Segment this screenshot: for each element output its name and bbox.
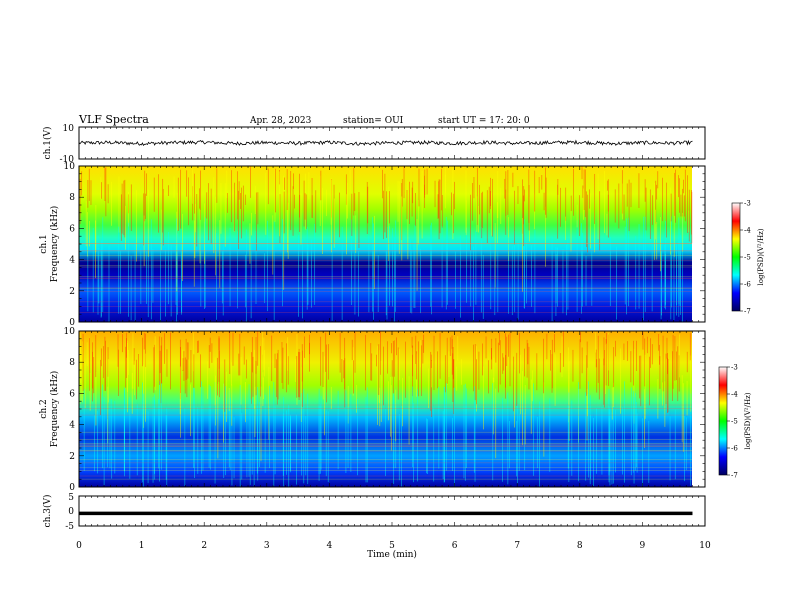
ch1-spectrogram-panel: 0 2 4 6 8 10 ch.1 Frequency (kHz) — [39, 162, 706, 328]
time-tick-label: 6 — [452, 541, 458, 551]
freq-tick-label: 2 — [69, 287, 75, 297]
time-tick-label: 3 — [264, 541, 270, 551]
freq-tick-label: 0 — [69, 483, 75, 493]
ch3-ytick-top: 5 — [68, 493, 74, 503]
header-date: Apr. 28, 2023 — [249, 116, 312, 126]
ch1-spectrogram-ylabel-channel: ch.1 — [39, 234, 49, 253]
ch3-ytick-middle: 0 — [68, 507, 74, 517]
ch2-colorbar-scale — [718, 366, 728, 476]
colorbar-tick-label: -7 — [731, 472, 738, 480]
time-axis-label: Time (min) — [367, 549, 417, 560]
ch1-spectrogram-streaks — [78, 166, 693, 322]
ch2-spectrogram-yticks: 0 2 4 6 8 10 — [64, 327, 705, 493]
freq-tick-label: 4 — [69, 421, 75, 431]
ch3-waveform-ylabel: ch.3(V) — [42, 495, 53, 528]
colorbar-tick-label: -6 — [744, 281, 751, 289]
time-tick-label: 5 — [389, 541, 395, 551]
colorbar-tick-label: -3 — [744, 200, 751, 208]
ch2-colorbar-label: log(PSD)(V²/Hz) — [744, 392, 752, 449]
freq-tick-label: 10 — [64, 162, 76, 172]
colorbar-tick-label: -5 — [744, 254, 751, 262]
waveform-line — [78, 139, 693, 147]
ch2-colorbar: -3 -4 -5 -6 -7 log(PSD)(V²/Hz) — [718, 364, 752, 480]
ch1-spectrogram-yticks: 0 2 4 6 8 10 — [64, 162, 705, 328]
freq-tick-label: 10 — [64, 327, 76, 337]
time-tick-label: 0 — [76, 541, 82, 551]
ch1-waveform-ylabel: ch.1(V) — [42, 127, 53, 160]
ch1-waveform-panel: 10 -10 ch.1(V) — [42, 124, 706, 165]
time-tick-label: 4 — [327, 541, 333, 551]
ch2-spectrogram-ylabel-channel: ch.2 — [39, 399, 49, 418]
freq-tick-label: 2 — [69, 452, 75, 462]
ch1-ytick-bottom: -10 — [60, 155, 75, 165]
freq-tick-label: 8 — [69, 193, 75, 203]
header-start-time: start UT = 17: 20: 0 — [438, 116, 530, 126]
ch1-colorbar: -3 -4 -5 -6 -7 log(PSD)(V²/Hz) — [731, 200, 765, 316]
ch2-spectrogram-panel: 0 2 4 6 8 10 ch.2 Frequency (kHz) — [39, 327, 706, 493]
ch1-colorbar-label: log(PSD)(V²/Hz) — [757, 228, 765, 285]
ch2-spectrogram-ylabel-frequency: Frequency (kHz) — [49, 371, 60, 448]
freq-tick-label: 4 — [69, 256, 75, 266]
time-tick-label: 8 — [577, 541, 583, 551]
colorbar-tick-label: -4 — [744, 227, 751, 235]
colorbar-tick-label: -4 — [731, 391, 738, 399]
freq-tick-label: 8 — [69, 358, 75, 368]
header-station: station= OUI — [343, 116, 404, 126]
freq-tick-label: 6 — [69, 224, 75, 234]
time-tick-label: 10 — [699, 541, 711, 551]
ch1-waveform-trace — [78, 139, 693, 147]
ch3-waveform-frame — [78, 495, 706, 527]
time-tick-label: 7 — [514, 541, 520, 551]
ch1-colorbar-ticks: -3 -4 -5 -6 -7 — [740, 200, 751, 316]
figure-header: VLF Spectra Apr. 28, 2023 station= OUI s… — [78, 113, 530, 126]
ch1-ytick-top: 10 — [63, 124, 75, 134]
colorbar-tick-label: -5 — [731, 418, 738, 426]
colorbar-tick-label: -3 — [731, 364, 738, 372]
freq-tick-label: 0 — [69, 318, 75, 328]
time-tick-label: 2 — [201, 541, 207, 551]
ch2-spectrogram-streaks — [79, 331, 692, 487]
colorbar-tick-label: -7 — [744, 308, 751, 316]
ch3-ytick-bottom: -5 — [65, 522, 74, 532]
figure-title: VLF Spectra — [78, 113, 149, 126]
ch1-colorbar-scale — [731, 202, 741, 312]
ch1-spectrogram-ylabel-frequency: Frequency (kHz) — [49, 206, 60, 283]
time-axis: 0 1 2 3 4 5 6 7 8 9 10 — [76, 127, 711, 551]
ch2-colorbar-ticks: -3 -4 -5 -6 -7 — [727, 364, 738, 480]
time-tick-label: 1 — [139, 541, 145, 551]
time-tick-label: 9 — [640, 541, 646, 551]
freq-tick-label: 6 — [69, 389, 75, 399]
colorbar-tick-label: -6 — [731, 445, 738, 453]
